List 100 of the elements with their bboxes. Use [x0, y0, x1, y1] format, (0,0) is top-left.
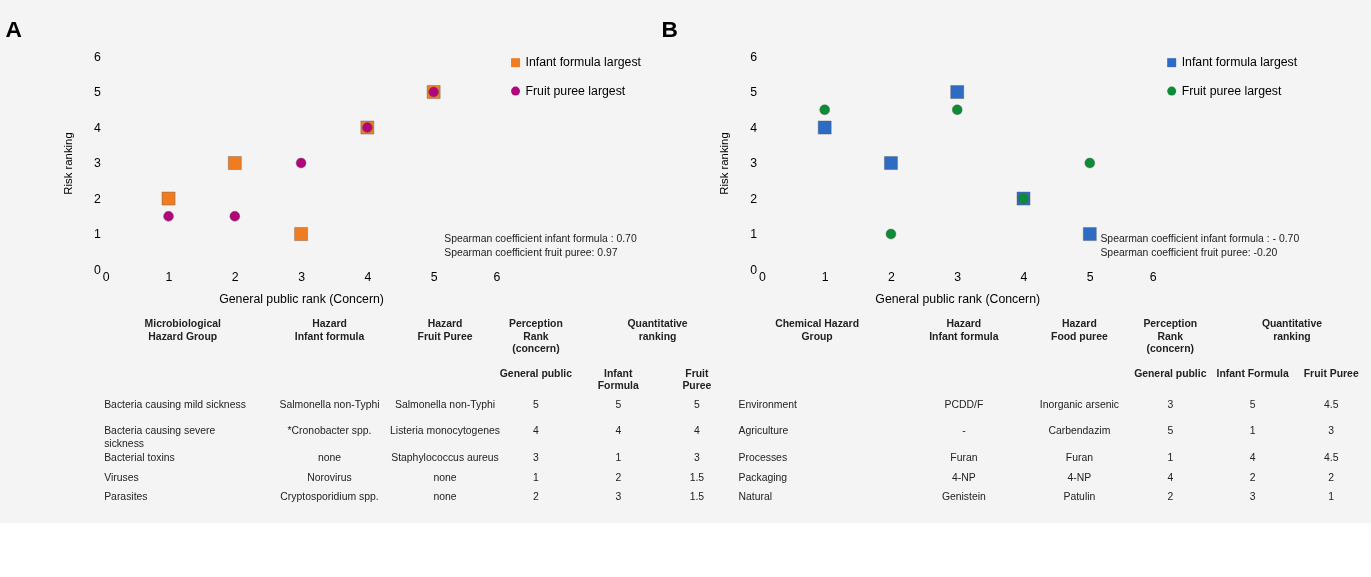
text: 5	[615, 398, 622, 410]
text: *Cronobacter spp.	[287, 425, 372, 437]
text: 3	[1167, 398, 1174, 410]
text: Natural	[738, 490, 773, 502]
text: Fruit Puree	[1303, 367, 1359, 379]
text: 5	[693, 398, 700, 410]
x-tick-label: 1	[165, 270, 173, 285]
y-tick-label: 3	[93, 156, 101, 171]
x-tick-label: 5	[1086, 270, 1094, 285]
text: Listeria monocytogenes	[390, 425, 500, 437]
text: Infant Formula	[597, 367, 640, 391]
text: Packaging	[738, 471, 788, 483]
text: Hazard Fruit Puree	[417, 318, 473, 342]
annotation: Spearman coefficient infant formula : - 0.70	[1100, 233, 1300, 245]
x-tick-label: 6	[493, 270, 501, 285]
text: 5	[533, 398, 539, 410]
text: 3	[693, 451, 700, 463]
chart-title: A	[5, 15, 22, 42]
text: Genistein	[941, 490, 987, 502]
x-tick-label: 3	[298, 270, 306, 285]
y-tick-label: 1	[750, 227, 758, 242]
text: 2	[533, 490, 539, 502]
text: 5	[1249, 398, 1256, 410]
x-tick-label: 3	[954, 270, 962, 285]
text: 5	[1167, 425, 1174, 437]
y-tick-label: 4	[750, 120, 758, 135]
text: 2	[1249, 471, 1256, 483]
text: Perception Rank (concern)	[1143, 318, 1198, 354]
text: Chemical Hazard Group	[775, 318, 860, 342]
x-axis-title: General public rank (Concern)	[219, 292, 384, 307]
text: 2	[1167, 490, 1174, 502]
text: Parasites	[104, 490, 148, 502]
text: Bacterial toxins	[104, 451, 175, 463]
text: 4.5	[1324, 398, 1339, 410]
chart-title: B	[661, 15, 679, 42]
text: 1	[1167, 451, 1174, 463]
text: Hazard Infant formula	[294, 318, 365, 342]
text: Patulin	[1063, 490, 1096, 502]
text: 1.5	[689, 471, 705, 483]
annotation: Spearman coefficient infant formula : 0.70	[444, 233, 637, 245]
text: 2	[615, 471, 622, 483]
y-tick-label: 5	[750, 85, 758, 100]
text: Staphylococcus aureus	[391, 451, 499, 463]
text: 3	[615, 490, 622, 502]
legend-label: Infant formula largest	[1181, 55, 1298, 70]
text: Hazard Infant formula	[929, 318, 999, 342]
text: Environment	[738, 398, 798, 410]
x-tick-label: 5	[430, 270, 438, 285]
text: Processes	[738, 451, 788, 463]
y-tick-label: 4	[93, 120, 101, 135]
text: none	[317, 451, 342, 463]
text: 2	[1328, 471, 1335, 483]
x-tick-label: 2	[888, 270, 896, 285]
text: Microbiological Hazard Group	[144, 318, 221, 342]
text: 4-NP	[1067, 471, 1092, 483]
text: Bacteria causing severe sickness	[104, 425, 216, 449]
y-tick-label: 2	[750, 191, 758, 206]
text: 3	[533, 451, 539, 463]
y-tick-label: 1	[93, 227, 101, 242]
y-tick-label: 5	[93, 85, 101, 100]
text: Salmonella non-Typhi	[394, 398, 496, 410]
text: none	[433, 471, 457, 483]
text: Inorganic arsenic	[1039, 398, 1119, 410]
text: Perception Rank (concern)	[509, 318, 563, 354]
text: Infant Formula	[1216, 367, 1289, 379]
text: 3	[1249, 490, 1256, 502]
text: Fruit Puree	[682, 367, 712, 391]
text: Norovirus	[307, 471, 352, 483]
text: Agriculture	[738, 425, 789, 437]
text: Furan	[1065, 451, 1094, 463]
text: Quantitative ranking	[1261, 318, 1323, 342]
annotation: Spearman coefficient fruit puree: 0.97	[444, 247, 618, 259]
text: Cryptosporidium spp.	[280, 490, 379, 502]
y-tick-label: 6	[750, 49, 758, 64]
x-tick-label: 6	[1149, 270, 1157, 285]
text: Carbendazim	[1048, 425, 1111, 437]
text: 4-NP	[952, 471, 976, 483]
text: -	[962, 425, 966, 437]
y-tick-label: 2	[93, 191, 101, 206]
text: 4	[1249, 451, 1256, 463]
text: General public	[499, 367, 573, 379]
text: General public	[1134, 367, 1207, 379]
text: 1	[1328, 490, 1335, 502]
y-axis-title: Risk ranking	[62, 132, 75, 195]
text: 1	[1249, 425, 1256, 437]
text: Viruses	[104, 471, 139, 483]
text: 1	[533, 471, 539, 483]
text: 3	[1328, 425, 1335, 437]
text: none	[433, 490, 457, 502]
text: 4.5	[1324, 451, 1339, 463]
text: Quantitative ranking	[627, 318, 688, 342]
legend-label: Infant formula largest	[525, 55, 642, 70]
text: Bacteria causing mild sickness	[104, 398, 246, 410]
text: Hazard Food puree	[1051, 318, 1108, 342]
text: PCDD/F	[944, 398, 984, 410]
x-tick-label: 2	[231, 270, 239, 285]
y-tick-label: 6	[93, 49, 101, 64]
annotation: Spearman coefficient fruit puree: -0.20	[1100, 247, 1278, 259]
legend-label: Fruit puree largest	[525, 83, 626, 98]
text: Furan	[950, 451, 978, 463]
